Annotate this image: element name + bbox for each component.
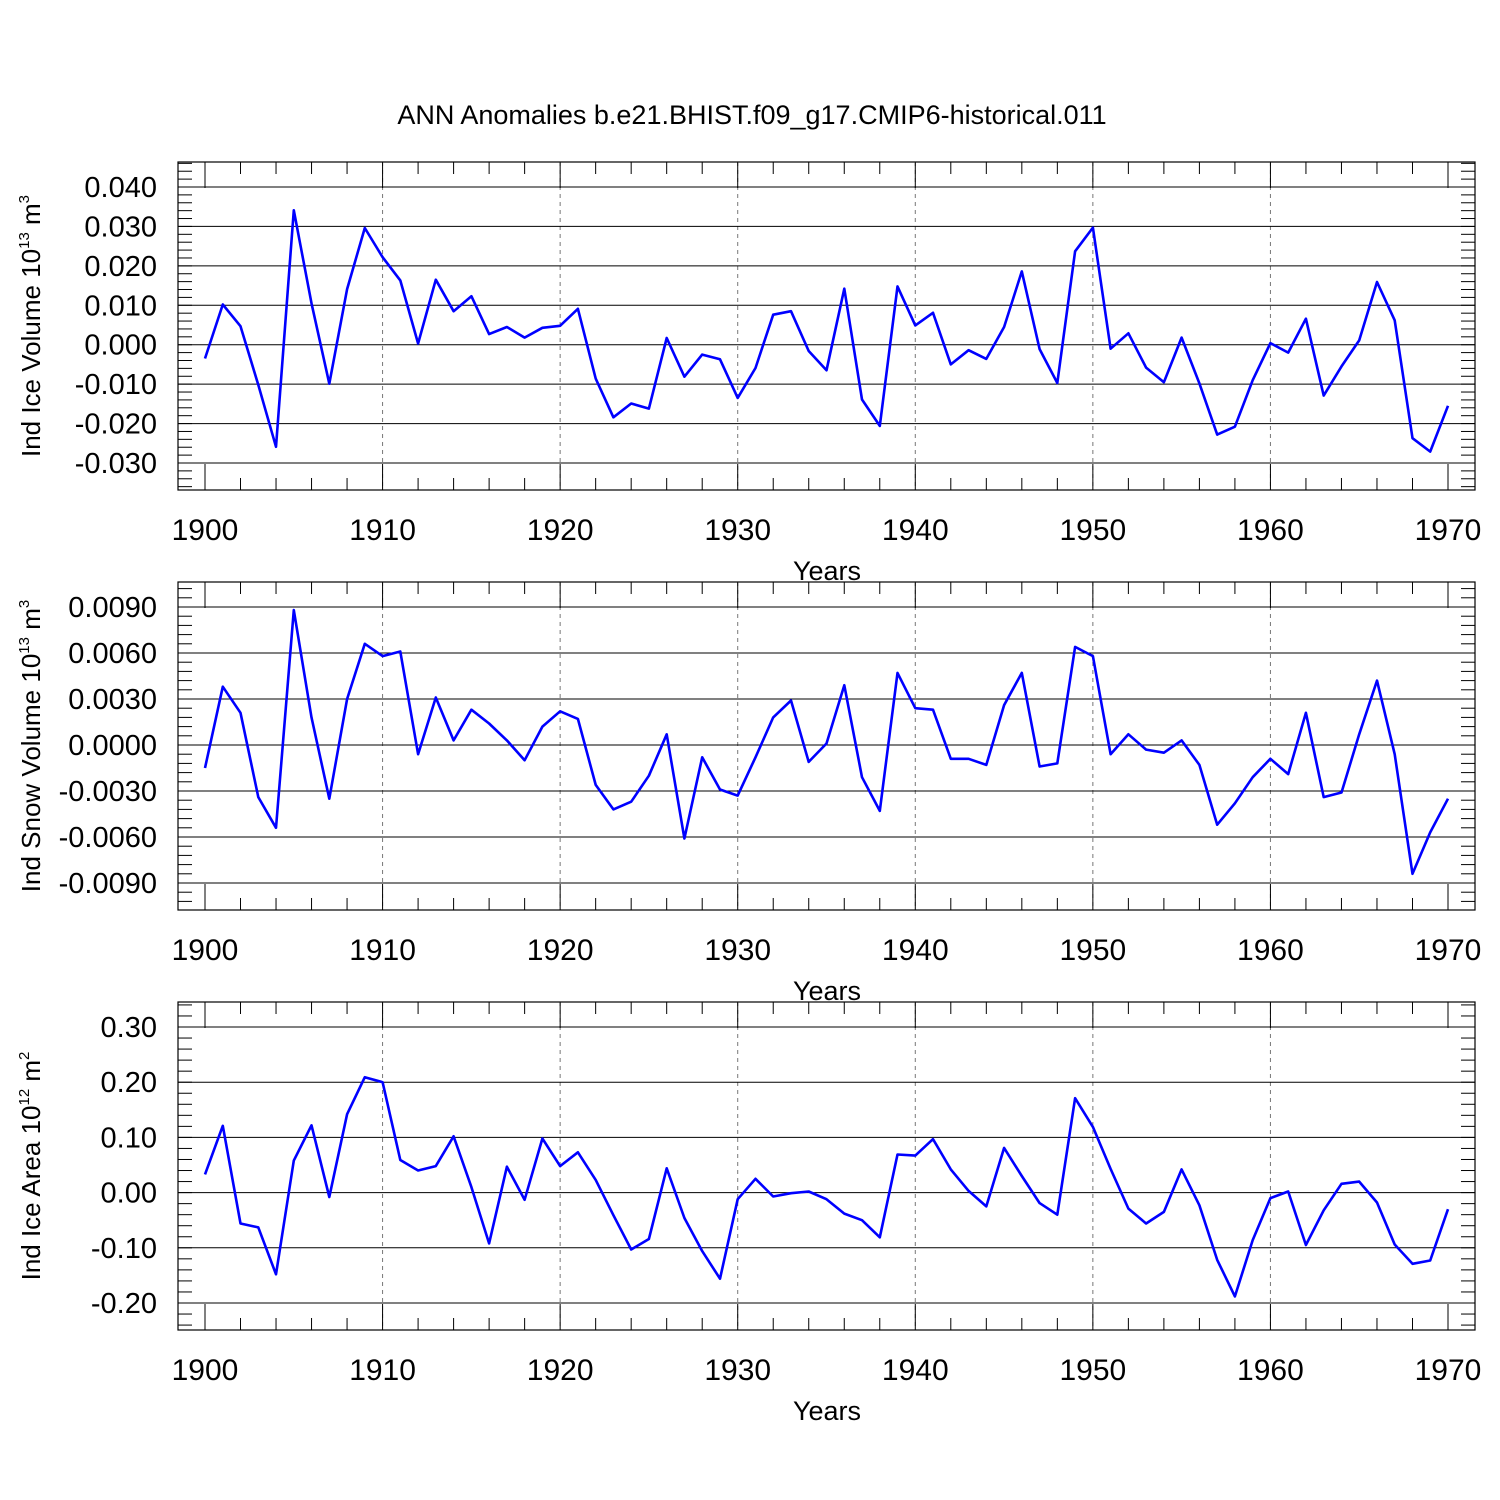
panel-snow-volume: -0.0090 -0.0060 -0.0030 0.0000 0.0030 0.0060 0…: [16, 581, 1482, 1006]
ice-volume-xtick-label: 1900: [172, 514, 239, 547]
ice-volume-xtick-label: 1910: [349, 514, 416, 547]
panel-ice-volume: -0.030 -0.020 -0.010 0.000 0.010 0.020 0.030 0.…: [16, 161, 1482, 586]
ice-area-xtick-label: 1930: [704, 1354, 771, 1387]
ice-volume-xtick-label: 1940: [882, 514, 949, 547]
snow-volume-ytick-label: -0.0030: [59, 776, 157, 808]
ice-volume-ytick-label: 0.040: [84, 172, 157, 204]
ice-area-ytick-label: -0.10: [91, 1233, 157, 1265]
ice-area-xtick-label: 1950: [1059, 1354, 1126, 1387]
ice-volume-ytick-label: 0.020: [84, 251, 157, 283]
ice-area-xtick-label: 1970: [1415, 1354, 1482, 1387]
ice-volume-xlabel: Years: [793, 556, 861, 586]
ice-area-xtick-label: 1940: [882, 1354, 949, 1387]
ice-volume-ylabel: Ind Ice Volume 1013 m3: [16, 195, 46, 457]
ice-area-ytick-label: 0.00: [101, 1178, 157, 1210]
ice-area-ytick-label: 0.30: [101, 1012, 157, 1044]
ice-volume-xtick-label: 1960: [1237, 514, 1304, 547]
snow-volume-ytick-label: 0.0090: [68, 592, 157, 624]
ice-area-xtick-label: 1910: [349, 1354, 416, 1387]
ice-volume-xtick-label: 1920: [527, 514, 594, 547]
snow-volume-ytick-label: -0.0090: [59, 868, 157, 900]
snow-volume-ytick-label: -0.0060: [59, 822, 157, 854]
snow-volume-ytick-label: 0.0030: [68, 684, 157, 716]
ice-volume-xtick-label: 1950: [1059, 514, 1126, 547]
snow-volume-xtick-label: 1900: [172, 934, 239, 967]
snow-volume-ylabel: Ind Snow Volume 1013 m3: [16, 600, 46, 892]
ice-area-xtick-label: 1900: [172, 1354, 239, 1387]
snow-volume-xtick-label: 1910: [349, 934, 416, 967]
ice-area-plot-frame: [177, 1001, 1476, 1331]
snow-volume-ytick-label: 0.0000: [68, 730, 157, 762]
snow-volume-plot-frame: [177, 581, 1476, 911]
ice-area-xtick-label: 1960: [1237, 1354, 1304, 1387]
ice-volume-xtick-label: 1970: [1415, 514, 1482, 547]
snow-volume-xtick-label: 1970: [1415, 934, 1482, 967]
ice-volume-ytick-label: -0.020: [75, 409, 157, 441]
ice-volume-ytick-label: -0.010: [75, 369, 157, 401]
ice-area-ylabel: Ind Ice Area 1012 m2: [16, 1052, 46, 1281]
snow-volume-xtick-label: 1940: [882, 934, 949, 967]
ice-volume-ytick-label: 0.030: [84, 211, 157, 243]
ice-area-ytick-label: -0.20: [91, 1288, 157, 1320]
snow-volume-ytick-label: 0.0060: [68, 638, 157, 670]
snow-volume-xlabel: Years: [793, 976, 861, 1006]
ice-area-ytick-label: 0.20: [101, 1067, 157, 1099]
snow-volume-xtick-label: 1930: [704, 934, 771, 967]
panel-ice-area: -0.20 -0.10 0.00 0.10 0.20 0.30 1900 1910 1920 19…: [16, 1001, 1482, 1426]
figure-title: ANN Anomalies b.e21.BHIST.f09_g17.CMIP6-…: [397, 100, 1106, 130]
snow-volume-xtick-label: 1920: [527, 934, 594, 967]
ice-volume-plot-frame: [177, 161, 1476, 491]
ice-volume-ytick-label: 0.010: [84, 290, 157, 322]
ice-volume-ytick-label: -0.030: [75, 448, 157, 480]
ice-volume-xtick-label: 1930: [704, 514, 771, 547]
ice-area-xlabel: Years: [793, 1396, 861, 1426]
snow-volume-xtick-label: 1950: [1059, 934, 1126, 967]
ice-volume-ytick-label: 0.000: [84, 330, 157, 362]
ice-area-xtick-label: 1920: [527, 1354, 594, 1387]
snow-volume-xtick-label: 1960: [1237, 934, 1304, 967]
ice-area-ytick-label: 0.10: [101, 1122, 157, 1154]
